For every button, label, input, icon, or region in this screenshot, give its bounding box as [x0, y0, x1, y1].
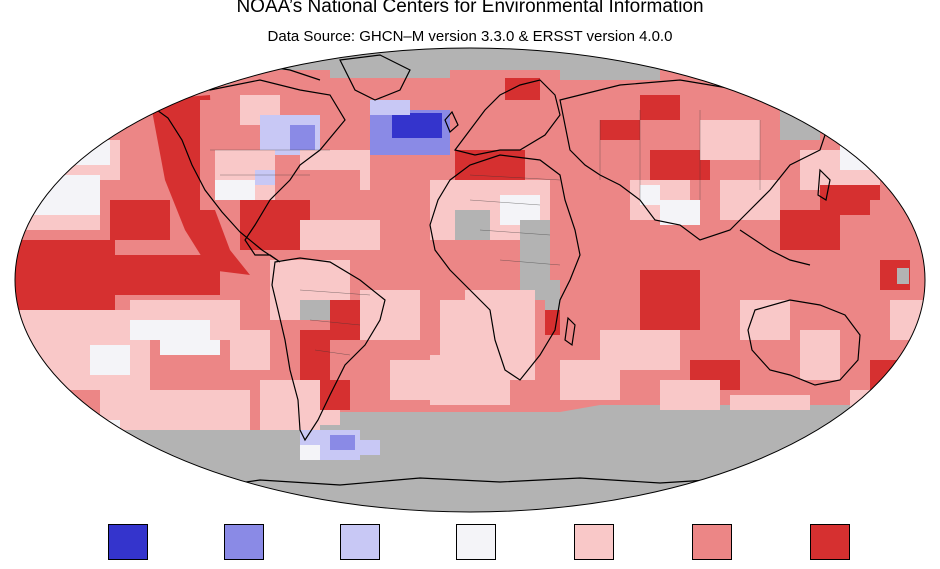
color-legend: [0, 524, 940, 564]
legend-swatch-warmer: [692, 524, 732, 560]
arctic-missing: [15, 48, 925, 70]
legend-swatch-much-cooler: [108, 524, 148, 560]
map-title: NOAA’s National Centers for Environmenta…: [236, 0, 704, 17]
legend-swatch-near-average: [456, 524, 496, 560]
legend-swatch-slightly-warmer: [574, 524, 614, 560]
legend-swatch-slightly-cooler: [340, 524, 380, 560]
map-subtitle: Data Source: GHCN–M version 3.3.0 & ERSS…: [267, 28, 673, 45]
map-field: [15, 48, 925, 512]
legend-swatch-cooler: [224, 524, 264, 560]
legend-swatch-much-warmer: [810, 524, 850, 560]
globe-outline: [14, 47, 926, 513]
